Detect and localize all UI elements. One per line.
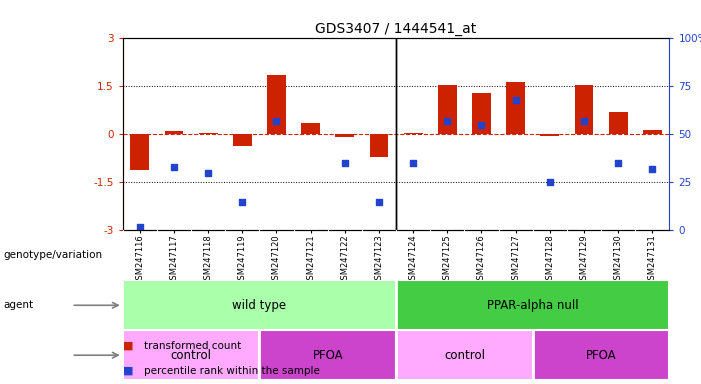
Bar xyxy=(259,330,396,380)
Bar xyxy=(438,85,457,134)
Point xyxy=(168,164,179,170)
Point xyxy=(407,160,418,166)
Text: transformed count: transformed count xyxy=(144,341,241,351)
Text: PPAR-alpha null: PPAR-alpha null xyxy=(487,299,578,312)
Bar xyxy=(506,81,525,134)
Point xyxy=(510,97,522,103)
Bar xyxy=(301,123,320,134)
Bar xyxy=(396,280,669,330)
Point xyxy=(442,118,453,124)
Text: control: control xyxy=(170,349,212,362)
Text: genotype/variation: genotype/variation xyxy=(4,250,102,260)
Bar xyxy=(123,280,396,330)
Bar xyxy=(369,134,388,157)
Bar xyxy=(533,330,669,380)
Point xyxy=(647,166,658,172)
Point xyxy=(476,122,487,128)
Title: GDS3407 / 1444541_at: GDS3407 / 1444541_at xyxy=(315,22,477,36)
Point xyxy=(203,170,214,176)
Text: PFOA: PFOA xyxy=(586,349,616,362)
Point xyxy=(578,118,590,124)
Text: percentile rank within the sample: percentile rank within the sample xyxy=(144,366,320,376)
Bar xyxy=(608,112,627,134)
Bar xyxy=(123,330,259,380)
Bar xyxy=(198,133,217,134)
Text: agent: agent xyxy=(4,300,34,310)
Point xyxy=(271,118,282,124)
Text: wild type: wild type xyxy=(232,299,287,312)
Bar xyxy=(267,75,286,134)
Text: ■: ■ xyxy=(123,341,133,351)
Point xyxy=(237,199,248,205)
Bar xyxy=(396,330,533,380)
Bar xyxy=(643,129,662,134)
Text: ■: ■ xyxy=(123,366,133,376)
Bar xyxy=(233,134,252,146)
Bar xyxy=(130,134,149,170)
Point xyxy=(613,160,624,166)
Point xyxy=(544,179,555,185)
Bar xyxy=(472,93,491,134)
Bar xyxy=(165,131,184,134)
Bar xyxy=(575,85,594,134)
Bar xyxy=(335,134,354,137)
Point xyxy=(339,160,350,166)
Text: PFOA: PFOA xyxy=(313,349,343,362)
Bar xyxy=(404,133,423,134)
Bar xyxy=(540,134,559,136)
Point xyxy=(134,223,145,230)
Point xyxy=(374,199,385,205)
Text: control: control xyxy=(444,349,485,362)
